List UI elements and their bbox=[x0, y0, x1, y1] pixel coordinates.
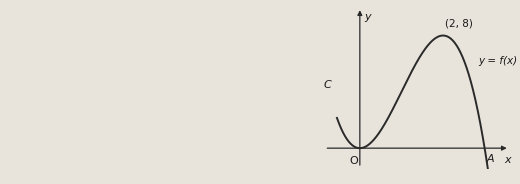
Text: x: x bbox=[504, 155, 511, 165]
Text: C: C bbox=[323, 80, 331, 90]
Text: y = f(x): y = f(x) bbox=[478, 56, 517, 66]
Text: O: O bbox=[349, 156, 358, 166]
Text: A: A bbox=[487, 155, 495, 164]
Text: (2, 8): (2, 8) bbox=[445, 18, 473, 29]
Text: y: y bbox=[364, 12, 371, 22]
